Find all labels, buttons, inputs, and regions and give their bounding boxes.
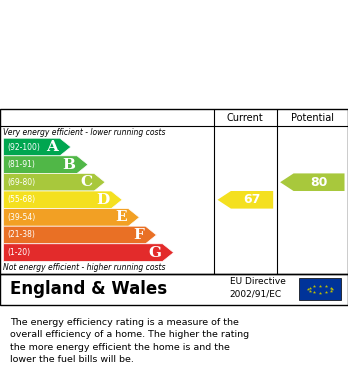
Text: 67: 67	[244, 193, 261, 206]
Text: (81-91): (81-91)	[7, 160, 35, 169]
Text: C: C	[80, 175, 93, 189]
Polygon shape	[3, 226, 157, 244]
Polygon shape	[218, 191, 273, 209]
Text: (55-68): (55-68)	[7, 195, 35, 204]
Text: Not energy efficient - higher running costs: Not energy efficient - higher running co…	[3, 263, 166, 272]
Text: 80: 80	[311, 176, 328, 189]
Text: D: D	[96, 193, 110, 207]
Text: E: E	[115, 210, 127, 224]
Text: F: F	[133, 228, 144, 242]
Text: England & Wales: England & Wales	[10, 280, 168, 298]
Text: A: A	[46, 140, 58, 154]
Text: (92-100): (92-100)	[7, 142, 40, 152]
Polygon shape	[3, 156, 88, 174]
Text: Potential: Potential	[291, 113, 334, 123]
Polygon shape	[3, 138, 71, 156]
Text: Energy Efficiency Rating: Energy Efficiency Rating	[10, 7, 220, 22]
Polygon shape	[280, 174, 345, 191]
Polygon shape	[3, 174, 105, 191]
Text: (1-20): (1-20)	[7, 248, 30, 257]
Text: G: G	[148, 246, 161, 260]
Text: Current: Current	[227, 113, 264, 123]
Text: The energy efficiency rating is a measure of the
overall efficiency of a home. T: The energy efficiency rating is a measur…	[10, 318, 250, 364]
Text: (69-80): (69-80)	[7, 178, 35, 187]
Text: B: B	[62, 158, 75, 172]
Bar	[299, 278, 341, 300]
Text: EU Directive
2002/91/EC: EU Directive 2002/91/EC	[230, 277, 286, 298]
Polygon shape	[3, 244, 174, 262]
Polygon shape	[3, 209, 139, 226]
Polygon shape	[3, 191, 122, 209]
Text: Very energy efficient - lower running costs: Very energy efficient - lower running co…	[3, 127, 166, 136]
Text: (21-38): (21-38)	[7, 230, 35, 240]
Text: (39-54): (39-54)	[7, 213, 35, 222]
